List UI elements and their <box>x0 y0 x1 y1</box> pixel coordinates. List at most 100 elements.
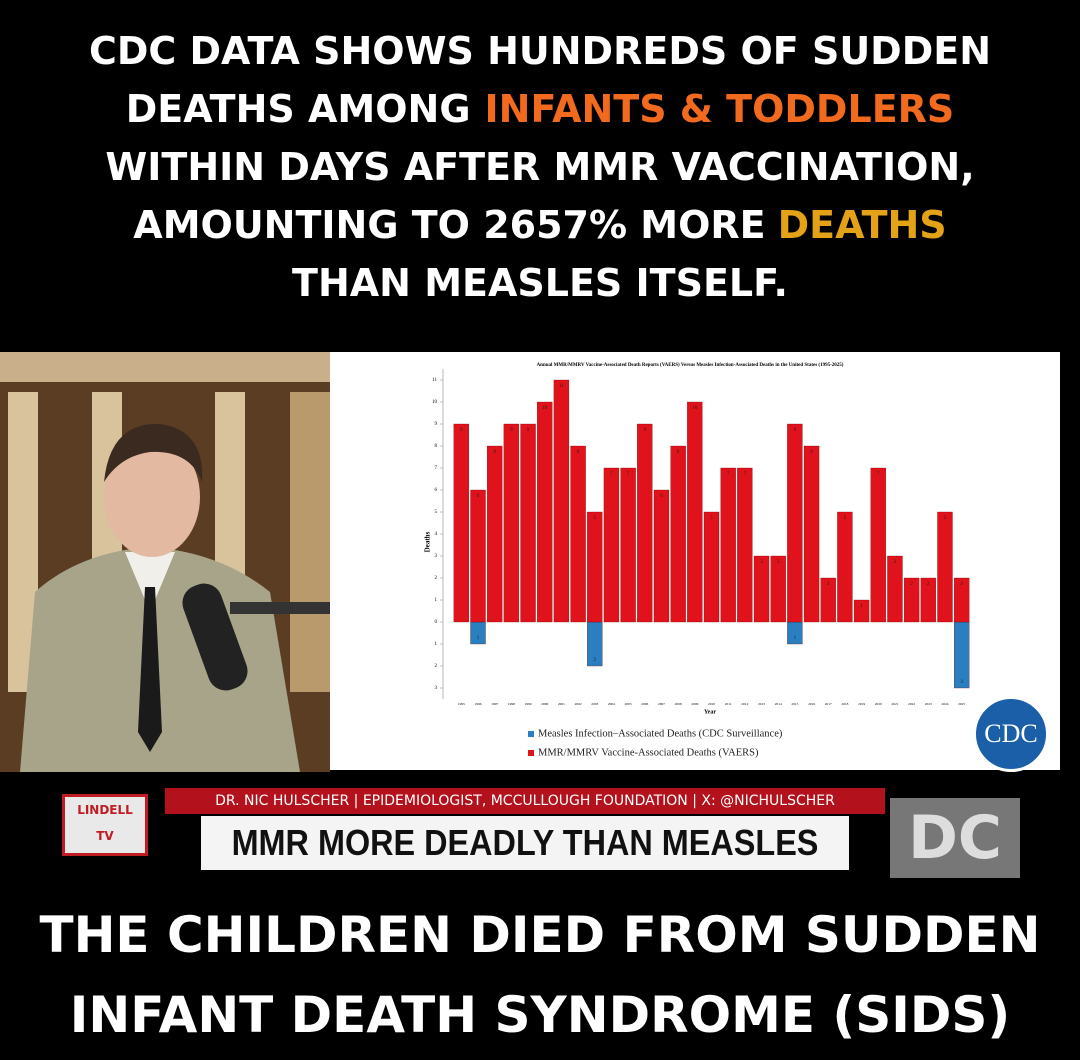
bar <box>937 511 953 623</box>
bar <box>954 621 970 689</box>
hair <box>104 423 203 482</box>
data-label: 7 <box>627 472 630 477</box>
header-line: WITHIN DAYS AFTER MMR VACCINATION, <box>0 138 1080 196</box>
legend-swatch <box>528 750 534 756</box>
bar <box>787 423 803 623</box>
data-label: 11 <box>559 384 564 389</box>
y-tick-label: 11 <box>432 378 437 383</box>
x-tick-label: 2008 <box>675 702 682 706</box>
data-label: 8 <box>577 450 580 455</box>
data-label: 2 <box>910 582 913 587</box>
data-label: 9 <box>510 428 513 433</box>
chart-title: Annual MMR/MMRV Vaccine-Associated Death… <box>537 363 844 368</box>
data-label: 3 <box>777 560 780 565</box>
header-text: DEATHS AMONG <box>125 87 471 131</box>
microphone <box>182 583 248 691</box>
header-line: THAN MEASLES ITSELF. <box>0 254 1080 312</box>
y-tick-label: 6 <box>435 488 438 493</box>
data-label: 8 <box>677 450 680 455</box>
y-tick-label: 0 <box>435 620 438 625</box>
x-tick-label: 2024 <box>941 702 948 706</box>
y-tick-label: 1 <box>435 642 438 647</box>
bar <box>453 423 469 623</box>
cornice <box>0 352 330 382</box>
bar <box>770 555 786 623</box>
bar <box>470 489 486 623</box>
network-logo: LINDELL TV <box>62 794 148 856</box>
data-label: 6 <box>660 494 663 499</box>
x-tick-label: 2007 <box>658 702 665 706</box>
x-tick-label: 1996 <box>475 702 482 706</box>
data-label: 6 <box>477 494 480 499</box>
bar <box>487 445 503 623</box>
header-highlight: DEATHS <box>777 203 947 247</box>
bar <box>587 511 603 623</box>
bar <box>637 423 653 623</box>
data-label: 9 <box>460 428 463 433</box>
data-label: 10 <box>542 406 548 411</box>
data-label: 1 <box>477 636 480 641</box>
mic-arm <box>230 602 330 614</box>
y-tick-label: 8 <box>435 444 438 449</box>
data-label: 5 <box>710 516 713 521</box>
data-label: 2 <box>927 582 930 587</box>
x-tick-label: 1998 <box>508 702 515 706</box>
x-tick-label: 2018 <box>841 702 848 706</box>
y-tick-label: 7 <box>435 466 438 471</box>
data-label: 5 <box>844 516 847 521</box>
bar <box>537 401 553 623</box>
y-tick-label: 5 <box>435 510 438 515</box>
bar <box>670 445 686 623</box>
bar <box>920 577 936 623</box>
x-tick-label: 2021 <box>891 702 898 706</box>
data-label: 3 <box>760 560 763 565</box>
data-label: 2 <box>594 658 597 663</box>
x-tick-label: 2006 <box>641 702 648 706</box>
bar <box>837 511 853 623</box>
legend-swatch <box>528 731 534 737</box>
bar <box>653 489 670 623</box>
bar <box>703 511 720 623</box>
data-label: 7 <box>877 472 880 477</box>
x-tick-label: 1999 <box>525 702 532 706</box>
headline: MMR MORE DEADLY THAN MEASLES <box>201 816 849 870</box>
bar <box>820 577 836 623</box>
x-tick-label: 2023 <box>925 702 932 706</box>
bar <box>603 467 620 623</box>
data-label: 2 <box>960 582 963 587</box>
x-tick-label: 2011 <box>725 702 732 706</box>
y-axis-label: Deaths <box>424 531 432 552</box>
data-label: 1 <box>860 604 863 609</box>
data-label: 10 <box>692 406 698 411</box>
bar <box>870 467 886 623</box>
header-text: WITHIN DAYS AFTER MMR VACCINATION, <box>105 145 975 189</box>
data-label: 2 <box>827 582 830 587</box>
data-label: 7 <box>610 472 613 477</box>
bar <box>753 555 770 623</box>
data-label: 3 <box>894 560 897 565</box>
footer-line: INFANT DEATH SYNDROME (SIDS) <box>69 986 1011 1044</box>
data-label: 9 <box>644 428 647 433</box>
x-tick-label: 2012 <box>741 702 748 706</box>
face <box>104 437 200 557</box>
x-tick-label: 2015 <box>791 702 798 706</box>
tie <box>138 587 162 752</box>
bar <box>903 577 920 623</box>
y-tick-label: 3 <box>435 686 438 691</box>
footer: THE CHILDREN DIED FROM SUDDEN INFANT DEA… <box>0 895 1080 1055</box>
data-label: 9 <box>527 428 530 433</box>
cdc-badge: CDC <box>973 696 1049 772</box>
bar <box>887 555 903 623</box>
x-axis-label: Year <box>704 709 716 715</box>
bar <box>720 467 736 623</box>
x-tick-label: 2017 <box>825 702 832 706</box>
bar <box>503 423 520 623</box>
header-line: DEATHS AMONG INFANTS & TODDLERS <box>0 80 1080 138</box>
data-label: 3 <box>960 680 963 685</box>
x-tick-label: 2016 <box>808 702 815 706</box>
caption: DR. NIC HULSCHER | EPIDEMIOLOGIST, MCCUL… <box>165 788 885 814</box>
legend-label: Measles Infection–Associated Deaths (CDC… <box>538 728 783 739</box>
x-tick-label: 2022 <box>908 702 915 706</box>
footer-line: THE CHILDREN DIED FROM SUDDEN <box>39 906 1041 964</box>
